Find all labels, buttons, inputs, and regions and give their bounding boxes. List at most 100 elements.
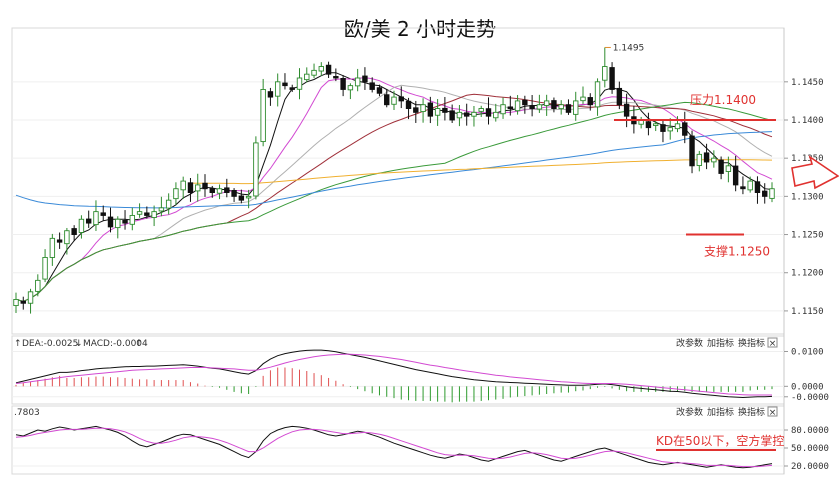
price-tick-label: 1.1450: [791, 78, 824, 88]
candle-body: [551, 100, 557, 109]
candle-body: [674, 123, 681, 130]
candle-body: [420, 104, 426, 112]
candle-body: [71, 228, 77, 235]
kd-close-button[interactable]: [767, 406, 778, 417]
macd-change-params-button[interactable]: 改参数: [676, 337, 703, 349]
macd-header: ↑ DEA:-0.0025 ↓ MACD:-0.0004 ↑: [14, 339, 148, 349]
ma-60-line: [15, 101, 773, 302]
candle-body: [296, 77, 303, 90]
candle-body: [289, 87, 295, 90]
ma-200-orange-line: [190, 159, 773, 185]
macd-add-indicator-button[interactable]: 加指标: [707, 337, 734, 349]
candle-body: [56, 239, 63, 243]
candle-body: [398, 96, 404, 102]
kd-threshold-label: KD在50以下，空方掌控: [656, 433, 784, 448]
peak-label: 1.1495: [613, 43, 645, 53]
macd-dea-readout: DEA:-0.0025: [22, 339, 78, 349]
candle-body: [485, 108, 492, 117]
candle-body: [318, 66, 325, 72]
candle-body: [456, 111, 463, 119]
candle-body: [682, 122, 688, 136]
macd-arrow-up-icon-2: ↑: [135, 339, 143, 349]
candle-body: [602, 66, 608, 81]
candle-body: [747, 180, 753, 191]
macd-close-button[interactable]: [767, 337, 778, 348]
candle-body: [369, 82, 375, 90]
price-tick-label: 1.1250: [791, 231, 824, 241]
candle-body: [274, 81, 281, 97]
price-tick-label: 1.1400: [791, 116, 824, 126]
candle-body: [340, 77, 346, 90]
candle-body: [187, 182, 194, 193]
candle-body: [100, 212, 106, 216]
macd-switch-indicator-button[interactable]: 换指标: [738, 337, 765, 349]
price-tick-label: 1.1200: [791, 269, 824, 279]
kd-lines: [15, 425, 773, 469]
candle-body: [260, 89, 266, 143]
candle-body: [652, 123, 659, 126]
candlestick-series: [13, 47, 775, 314]
macd-y-ticks: 0.0100 0.0000-0.0000: [784, 347, 829, 403]
candle-body: [13, 299, 19, 307]
candle-body: [645, 121, 652, 129]
candle-body: [405, 100, 412, 109]
candle-body: [529, 105, 535, 109]
candle-body: [253, 142, 259, 197]
candle-body: [347, 85, 354, 91]
candle-body: [20, 300, 26, 304]
macd-arrow-up-icon: ↑: [14, 339, 22, 349]
candle-body: [27, 291, 34, 304]
kd-change-params-button[interactable]: 改参数: [676, 406, 703, 418]
candle-body: [616, 87, 623, 106]
kd-gridlines: [12, 429, 784, 467]
candle-body: [442, 107, 448, 113]
candle-body: [78, 218, 85, 233]
kd-d-line: [15, 427, 773, 468]
kd-switch-indicator-button[interactable]: 换指标: [738, 406, 765, 418]
price-tick-label: 1.1350: [791, 154, 824, 164]
candle-body: [136, 211, 143, 215]
candle-body: [165, 199, 172, 209]
candle-body: [413, 107, 419, 113]
candle-body: [660, 124, 666, 132]
candle-body: [151, 211, 157, 218]
candle-body: [587, 97, 593, 106]
candle-body: [115, 218, 121, 229]
candle-body: [718, 159, 724, 174]
kd-tick-label: 20.0000: [791, 462, 829, 472]
candle-body: [64, 230, 70, 245]
candle-body: [384, 94, 390, 106]
candle-body: [558, 104, 564, 110]
candle-body: [732, 165, 739, 186]
kd-tick-label: 50.0000: [791, 444, 829, 454]
macd-macd-readout: MACD:-0.0004: [83, 339, 148, 349]
macd-arrow-down-icon: ↓: [75, 339, 83, 349]
macd-close-icon[interactable]: ×: [769, 339, 777, 349]
candle-body: [500, 104, 506, 115]
candle-body: [49, 237, 56, 258]
candle-body: [282, 82, 288, 87]
candle-body: [740, 186, 746, 190]
macd-tick-label: 0.0100: [791, 347, 824, 357]
down-right-arrow-icon: [791, 155, 839, 190]
candle-body: [594, 81, 601, 108]
candle-body: [333, 76, 339, 79]
candle-body: [565, 104, 572, 113]
kd-close-icon[interactable]: ×: [769, 408, 777, 418]
kd-y-ticks: 80.0000 50.0000 20.0000: [784, 426, 829, 472]
ma-long-blue-line: [15, 131, 773, 209]
candle-body: [195, 184, 201, 192]
kd-add-indicator-button[interactable]: 加指标: [707, 406, 734, 418]
candle-body: [180, 180, 186, 191]
macd-dea-line: [15, 353, 772, 396]
candle-body: [325, 64, 332, 75]
candle-body: [267, 91, 274, 98]
candle-body: [725, 165, 732, 172]
candle-body: [754, 181, 761, 193]
candle-body: [478, 108, 484, 112]
candle-body: [311, 69, 317, 76]
candle-body: [522, 99, 528, 106]
macd-histogram: [15, 367, 773, 403]
candle-body: [224, 187, 230, 193]
